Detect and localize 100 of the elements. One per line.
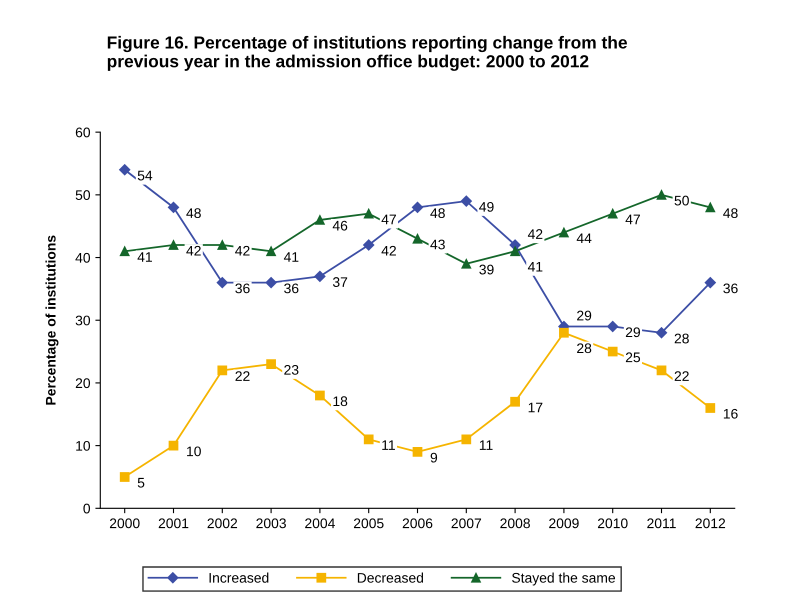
data-label: 41: [138, 252, 152, 262]
legend-label: Decreased: [358, 572, 424, 583]
data-label: 44: [576, 233, 592, 243]
y-tick-label: 50: [76, 190, 90, 200]
data-label: 50: [674, 196, 689, 206]
x-tick-label: 2004: [305, 518, 335, 528]
point: [266, 359, 276, 369]
data-label: 11: [480, 440, 493, 450]
data-label: 39: [479, 264, 494, 274]
point: [559, 328, 569, 338]
point: [705, 403, 716, 413]
point: [704, 277, 716, 288]
point: [217, 366, 228, 376]
data-label: 47: [382, 214, 396, 224]
point: [168, 202, 180, 213]
x-tick-label: 2007: [452, 518, 482, 528]
point: [607, 320, 618, 332]
point: [461, 434, 472, 444]
data-label: 28: [577, 343, 592, 354]
data-label: 48: [723, 208, 738, 218]
point: [120, 472, 130, 482]
data-label: 28: [674, 334, 689, 344]
data-label: 16: [724, 408, 738, 419]
data-label: 46: [332, 220, 348, 231]
point: [364, 434, 374, 444]
x-tick-label: 2002: [208, 518, 238, 528]
legend-label: Increased: [210, 572, 268, 583]
data-label: 42: [382, 246, 396, 256]
point: [656, 366, 666, 376]
data-label: 42: [235, 246, 250, 256]
x-tick-label: 2011: [647, 518, 676, 528]
point: [315, 390, 325, 400]
x-tick-label: 2005: [354, 518, 384, 528]
point: [315, 215, 325, 225]
data-label: 37: [332, 277, 348, 288]
data-label: 10: [187, 446, 201, 456]
data-label: 49: [479, 202, 494, 212]
x-tick-label: 2012: [696, 518, 726, 528]
y-axis-title: Percentage of institutions: [45, 236, 58, 405]
data-label: 36: [235, 283, 250, 294]
data-label: 22: [674, 371, 689, 381]
x-tick-label: 2010: [598, 518, 628, 528]
point: [168, 240, 178, 250]
point: [656, 327, 668, 338]
data-label: 48: [430, 208, 445, 218]
point: [265, 277, 277, 288]
x-tick-label: 2009: [549, 518, 579, 528]
point: [510, 246, 520, 256]
point: [460, 196, 472, 207]
point: [412, 234, 422, 244]
point: [608, 208, 618, 219]
data-label: 18: [333, 396, 348, 406]
data-label: 42: [528, 229, 542, 239]
point: [412, 202, 424, 213]
point: [363, 239, 374, 251]
point: [656, 190, 666, 200]
point: [364, 208, 374, 219]
data-label: 41: [528, 262, 542, 272]
data-label: 29: [626, 327, 640, 338]
data-label: 22: [235, 371, 250, 381]
x-tick-label: 2001: [158, 518, 188, 528]
point: [119, 164, 130, 176]
y-tick-label: 40: [75, 252, 90, 263]
x-tick-label: 2008: [500, 518, 530, 528]
y-tick-label: 60: [76, 127, 90, 138]
data-label: 41: [284, 252, 298, 262]
point: [510, 396, 520, 407]
y-tick-label: 30: [76, 316, 90, 326]
data-label: 43: [430, 240, 445, 250]
data-label: 54: [138, 170, 152, 180]
point: [216, 277, 228, 288]
data-label: 5: [138, 478, 144, 488]
y-tick-label: 0: [83, 504, 90, 514]
data-label: 17: [528, 402, 542, 412]
data-label: 47: [626, 214, 640, 224]
point: [168, 440, 178, 450]
x-tick-label: 2003: [256, 518, 286, 528]
point: [705, 202, 716, 212]
point: [412, 447, 422, 457]
y-tick-label: 20: [76, 378, 90, 388]
data-label: 48: [186, 208, 201, 218]
data-label: 23: [284, 364, 298, 375]
legend-label: Stayed the same: [512, 572, 616, 586]
x-tick-label: 2000: [110, 518, 140, 528]
x-tick-label: 2006: [402, 518, 432, 528]
data-label: 29: [577, 310, 592, 321]
point: [120, 246, 130, 256]
data-label: 36: [284, 283, 298, 294]
data-label: 9: [430, 452, 438, 463]
chart-title: Figure 16. Percentage of institutions reporting change from the previous year in the admission office budget: 2000 to 2012: [108, 36, 627, 71]
data-label: 36: [723, 283, 738, 294]
point: [608, 346, 618, 356]
point: [461, 258, 472, 269]
y-tick-label: 10: [76, 440, 90, 451]
data-label: 42: [186, 246, 201, 256]
data-label: 11: [382, 440, 395, 450]
point: [266, 246, 276, 256]
point: [314, 270, 326, 282]
data-label: 25: [626, 352, 640, 362]
point: [217, 240, 228, 250]
